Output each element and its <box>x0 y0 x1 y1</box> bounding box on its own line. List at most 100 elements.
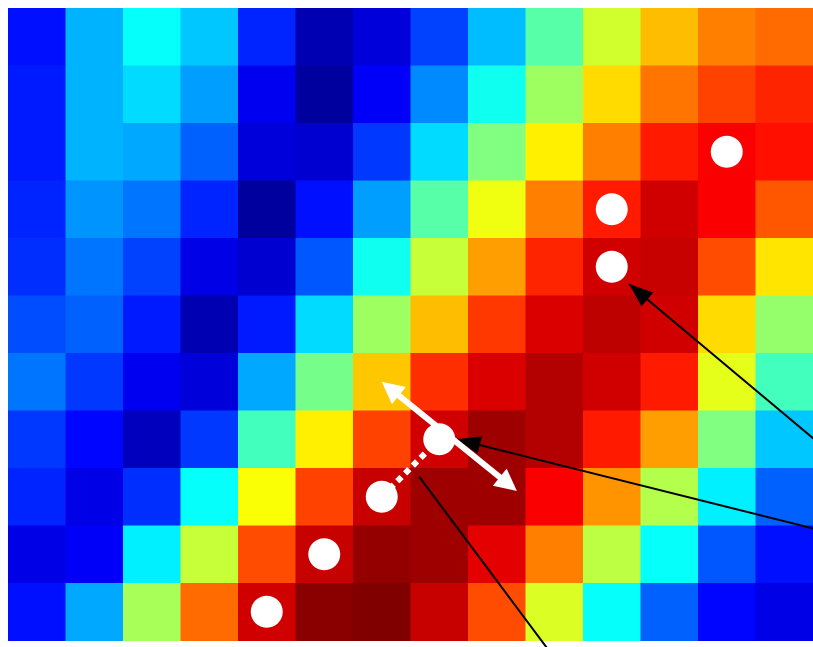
heatmap-grid <box>8 8 813 642</box>
heatmap-cell <box>410 238 469 297</box>
heatmap-cell <box>755 410 813 469</box>
heatmap-cell <box>295 238 354 297</box>
heatmap-cell <box>755 238 813 297</box>
heatmap-cell <box>238 123 297 182</box>
heatmap-cell <box>353 238 412 297</box>
heatmap-cell <box>295 123 354 182</box>
heatmap-cell <box>180 65 239 124</box>
heatmap-cell <box>238 353 297 412</box>
heatmap-cell <box>295 65 354 124</box>
marker-point <box>595 250 628 283</box>
heatmap-cell <box>583 525 642 584</box>
heatmap-cell <box>640 353 699 412</box>
heatmap-cell <box>410 123 469 182</box>
heatmap-cell <box>640 180 699 239</box>
heatmap-cell <box>525 353 584 412</box>
heatmap-cell <box>525 525 584 584</box>
heatmap-cell <box>123 238 182 297</box>
heatmap-cell <box>8 583 67 642</box>
heatmap-cell <box>468 238 527 297</box>
heatmap-cell <box>65 238 124 297</box>
heatmap-cell <box>180 353 239 412</box>
pointer-arrowhead <box>456 436 482 454</box>
heatmap-cell <box>295 8 354 67</box>
heatmap-cell <box>238 65 297 124</box>
heatmap-cell <box>65 468 124 527</box>
direction-arrowhead <box>381 381 406 405</box>
heatmap-cell <box>65 525 124 584</box>
heatmap-cell <box>410 295 469 354</box>
heatmap-cell <box>180 583 239 642</box>
heatmap-cell <box>410 8 469 67</box>
heatmap-cell <box>410 353 469 412</box>
heatmap-cell <box>180 410 239 469</box>
heatmap-cell <box>410 583 469 642</box>
heatmap-cell <box>583 8 642 67</box>
heatmap-cell <box>123 468 182 527</box>
heatmap-cell <box>640 65 699 124</box>
heatmap-cell <box>123 123 182 182</box>
heatmap-cell <box>698 410 757 469</box>
heatmap-cell <box>698 238 757 297</box>
heatmap-cell <box>295 583 354 642</box>
marker-points <box>250 135 743 628</box>
heatmap-cell <box>525 180 584 239</box>
heatmap-cell <box>640 8 699 67</box>
heatmap-cell <box>8 353 67 412</box>
heatmap-cell <box>410 65 469 124</box>
heatmap-cell <box>123 410 182 469</box>
heatmap-cell <box>180 8 239 67</box>
heatmap-cell <box>755 295 813 354</box>
heatmap-cell <box>698 8 757 67</box>
heatmap-cell <box>238 525 297 584</box>
marker-point <box>710 135 743 168</box>
heatmap-cell <box>755 353 813 412</box>
pointer-lines <box>418 283 813 647</box>
heatmap-cell <box>468 295 527 354</box>
heatmap-cell <box>8 8 67 67</box>
marker-point <box>423 423 456 456</box>
heatmap-cell <box>8 468 67 527</box>
heatmap-cell <box>640 583 699 642</box>
heatmap-cell <box>468 353 527 412</box>
heatmap-cell <box>410 525 469 584</box>
heatmap-cell <box>583 353 642 412</box>
heatmap-cell <box>525 410 584 469</box>
heatmap-cell <box>468 180 527 239</box>
pointer-arrowhead <box>629 284 654 307</box>
heatmap-cell <box>295 180 354 239</box>
heatmap-cell <box>755 8 813 67</box>
heatmap-cell <box>65 583 124 642</box>
heatmap-cell <box>640 295 699 354</box>
heatmap-cell <box>698 468 757 527</box>
heatmap-cell <box>123 583 182 642</box>
heatmap-cell <box>698 65 757 124</box>
heatmap-cell <box>755 65 813 124</box>
heatmap-cell <box>353 525 412 584</box>
heatmap-cell <box>123 353 182 412</box>
heatmap-cell <box>65 8 124 67</box>
direction-arrowhead <box>492 468 517 491</box>
heatmap-cell <box>755 583 813 642</box>
heatmap-cell <box>295 468 354 527</box>
heatmap-cell <box>583 468 642 527</box>
marker-point <box>365 480 398 513</box>
heatmap-cell <box>295 410 354 469</box>
heatmap-cell <box>755 180 813 239</box>
heatmap-cell <box>353 65 412 124</box>
heatmap-cell <box>640 410 699 469</box>
heatmap-cell <box>698 295 757 354</box>
heatmap-cell <box>65 123 124 182</box>
heatmap-cell <box>295 295 354 354</box>
heatmap-cell <box>180 525 239 584</box>
heatmap-cell <box>353 410 412 469</box>
heatmap-cell <box>525 468 584 527</box>
heatmap-cell <box>640 123 699 182</box>
heatmap-cell <box>583 410 642 469</box>
pointer-line <box>628 283 813 440</box>
heatmap-cell <box>123 180 182 239</box>
heatmap-cell <box>65 410 124 469</box>
heatmap-cell <box>353 123 412 182</box>
heatmap-cell <box>123 8 182 67</box>
